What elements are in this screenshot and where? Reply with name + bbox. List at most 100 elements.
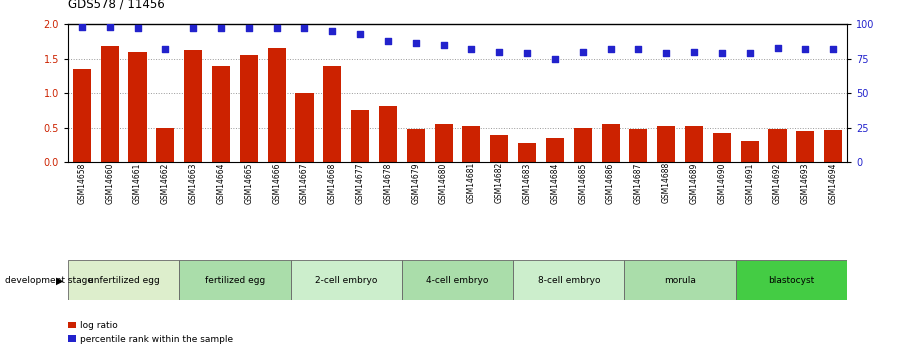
Text: GSM14664: GSM14664 [217,162,226,204]
Text: GSM14677: GSM14677 [356,162,364,204]
Point [826,46,841,52]
Bar [129,52,147,162]
Text: GSM14662: GSM14662 [161,162,169,204]
Bar [323,66,342,162]
Bar [630,129,648,162]
Point [214,26,228,31]
Bar [179,260,291,300]
Point [102,24,117,30]
Text: log ratio: log ratio [80,321,118,330]
Bar [157,128,174,162]
Point [269,26,284,31]
Point [242,26,256,31]
Point [603,46,618,52]
Bar [768,129,786,162]
Point [631,46,646,52]
Point [547,56,562,61]
Text: fertilized egg: fertilized egg [205,276,265,285]
Text: GSM14681: GSM14681 [467,162,476,204]
Text: 2-cell embryo: 2-cell embryo [315,276,378,285]
Bar [435,124,453,162]
Bar [602,124,620,162]
Point [464,46,478,52]
Bar [713,133,731,162]
Text: ▶: ▶ [56,275,63,285]
Bar [352,110,369,162]
Text: percentile rank within the sample: percentile rank within the sample [80,335,233,344]
Bar [657,126,675,162]
Point [130,26,145,31]
Text: GSM14678: GSM14678 [383,162,392,204]
Text: GSM14691: GSM14691 [746,162,754,204]
Point [352,31,367,37]
Bar [72,69,91,162]
Text: GSM14666: GSM14666 [272,162,281,204]
Bar [407,129,425,162]
Text: 4-cell embryo: 4-cell embryo [427,276,488,285]
Point [297,26,312,31]
Point [520,50,535,56]
Text: GSM14694: GSM14694 [829,162,838,204]
Bar [573,128,592,162]
Text: morula: morula [664,276,696,285]
Point [186,26,200,31]
Text: GSM14667: GSM14667 [300,162,309,204]
Bar [68,260,179,300]
Bar [624,260,736,300]
Text: GSM14680: GSM14680 [439,162,448,204]
Bar [240,55,258,162]
Bar [295,93,313,162]
Text: GSM14661: GSM14661 [133,162,142,204]
Bar [101,46,119,162]
Text: GSM14689: GSM14689 [689,162,699,204]
Point [798,46,813,52]
Text: GSM14658: GSM14658 [77,162,86,204]
Text: GSM14685: GSM14685 [578,162,587,204]
Bar [685,126,703,162]
Point [409,41,423,46]
Text: 8-cell embryo: 8-cell embryo [537,276,600,285]
Point [770,45,785,50]
Point [687,49,701,55]
Bar [513,260,624,300]
Point [575,49,590,55]
Point [158,46,172,52]
Point [325,28,340,34]
Bar [267,48,285,162]
Point [742,50,757,56]
Text: blastocyst: blastocyst [768,276,814,285]
Bar [462,126,480,162]
Bar [212,66,230,162]
Point [659,50,673,56]
Point [492,49,506,55]
Text: GDS578 / 11456: GDS578 / 11456 [68,0,165,10]
Text: GSM14665: GSM14665 [245,162,254,204]
Text: GSM14679: GSM14679 [411,162,420,204]
Text: unfertilized egg: unfertilized egg [88,276,159,285]
Bar [736,260,847,300]
Point [381,38,395,43]
Text: GSM14682: GSM14682 [495,162,504,204]
Point [437,42,451,48]
Bar [291,260,402,300]
Bar [824,130,843,162]
Text: GSM14686: GSM14686 [606,162,615,204]
Text: GSM14684: GSM14684 [551,162,559,204]
Text: GSM14687: GSM14687 [634,162,643,204]
Point [715,50,729,56]
Bar [379,106,397,162]
Text: GSM14668: GSM14668 [328,162,337,204]
Bar [546,138,564,162]
Point [74,24,89,30]
Text: GSM14693: GSM14693 [801,162,810,204]
Text: GSM14690: GSM14690 [718,162,727,204]
Text: GSM14683: GSM14683 [523,162,532,204]
Text: GSM14660: GSM14660 [105,162,114,204]
Text: GSM14663: GSM14663 [188,162,198,204]
Text: GSM14692: GSM14692 [773,162,782,204]
Bar [184,50,202,162]
Bar [402,260,513,300]
Bar [490,135,508,162]
Bar [518,143,536,162]
Bar [796,131,814,162]
